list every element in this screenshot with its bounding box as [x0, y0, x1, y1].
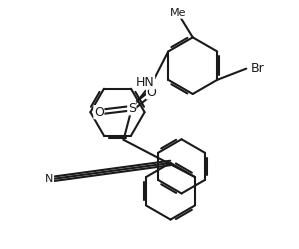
Text: O: O	[94, 106, 104, 119]
Text: S: S	[128, 102, 136, 115]
Text: HN: HN	[136, 76, 154, 89]
Text: Me: Me	[170, 8, 186, 18]
Text: O: O	[147, 86, 156, 99]
Text: N: N	[45, 174, 54, 184]
Text: Br: Br	[251, 62, 265, 75]
